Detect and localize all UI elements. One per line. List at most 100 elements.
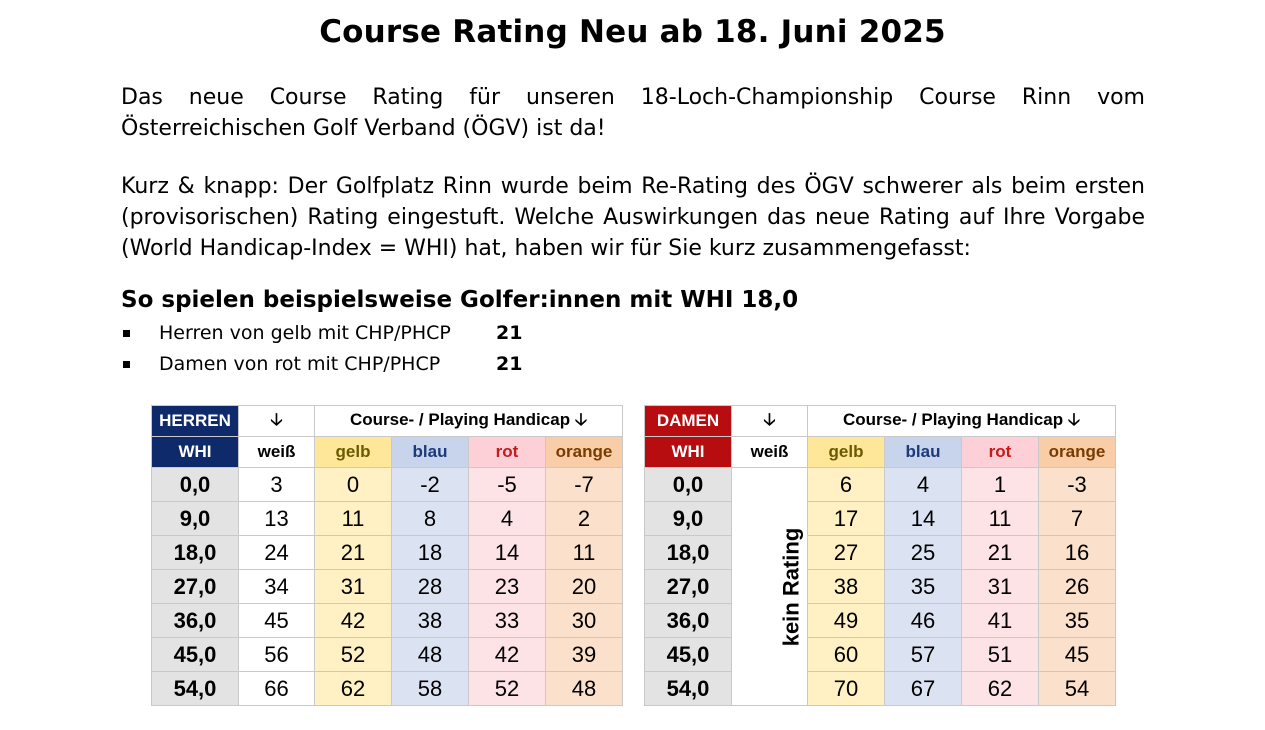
value-cell-orange: 2 xyxy=(545,501,623,536)
value-cell-rot: 14 xyxy=(468,535,546,570)
value-cell-rot: 52 xyxy=(468,671,546,706)
whi-cell: 36,0 xyxy=(644,603,732,638)
table-row: 0,0 kein Rating 6 4 1 -3 xyxy=(644,467,1116,706)
value-cell-weiss: 56 xyxy=(238,637,315,672)
table-row: 9,0 13 11 8 4 2 xyxy=(151,501,623,536)
value-cell-weiss: 13 xyxy=(238,501,315,536)
value-cell-blau: 28 xyxy=(391,569,469,604)
bullet-text: Herren von gelb mit CHP/PHCP xyxy=(159,322,451,344)
whi-cell: 36,0 xyxy=(151,603,239,638)
value-cell-rot: 33 xyxy=(468,603,546,638)
summary-paragraph: Kurz & knapp: Der Golfplatz Rinn wurde b… xyxy=(121,174,1145,261)
table-row: 45,0 60 57 51 45 xyxy=(644,637,1116,672)
herren-handicap-table: HERREN 🡣 Course- / Playing Handicap 🡣 WH… xyxy=(151,405,623,706)
value-cell-blau: 58 xyxy=(391,671,469,706)
value-cell-weiss: 24 xyxy=(238,535,315,570)
value-cell-blau: 4 xyxy=(884,467,962,502)
whi-cell: 0,0 xyxy=(151,467,239,502)
arrow-down-icon: 🡣 xyxy=(1067,409,1081,429)
value-cell-orange: 35 xyxy=(1038,603,1116,638)
value-cell-weiss: 45 xyxy=(238,603,315,638)
value-cell-gelb: 52 xyxy=(314,637,392,672)
value-cell-orange: 16 xyxy=(1038,535,1116,570)
damen-handicap-table: DAMEN 🡣 Course- / Playing Handicap 🡣 WHI… xyxy=(644,405,1116,706)
bullet-text: Damen von rot mit CHP/PHCP xyxy=(159,353,441,375)
table-row: 18,0 24 21 18 14 11 xyxy=(151,535,623,570)
tee-header-weiss: weiß xyxy=(731,436,808,468)
value-cell-orange: -7 xyxy=(545,467,623,502)
value-cell-gelb: 31 xyxy=(314,569,392,604)
whi-cell: 18,0 xyxy=(644,535,732,570)
value-cell-gelb: 11 xyxy=(314,501,392,536)
value-cell-rot: 11 xyxy=(961,501,1039,536)
whi-cell: 45,0 xyxy=(644,637,732,672)
value-cell-orange: -3 xyxy=(1038,467,1116,502)
handicap-header: Course- / Playing Handicap 🡣 xyxy=(807,405,1116,437)
value-cell-blau: 67 xyxy=(884,671,962,706)
value-cell-orange: 54 xyxy=(1038,671,1116,706)
intro-paragraph: Das neue Course Rating für unseren 18-Lo… xyxy=(121,82,1145,144)
handicap-header: Course- / Playing Handicap 🡣 xyxy=(314,405,623,437)
value-cell-gelb: 21 xyxy=(314,535,392,570)
whi-header: WHI xyxy=(151,436,239,468)
value-cell-gelb: 42 xyxy=(314,603,392,638)
value-cell-rot: 41 xyxy=(961,603,1039,638)
whi-cell: 27,0 xyxy=(151,569,239,604)
tee-header-gelb: gelb xyxy=(807,436,885,468)
tee-header-orange: orange xyxy=(1038,436,1116,468)
whi-cell: 9,0 xyxy=(644,501,732,536)
value-cell-weiss: 3 xyxy=(238,467,315,502)
value-cell-gelb: 60 xyxy=(807,637,885,672)
value-cell-blau: 14 xyxy=(884,501,962,536)
tee-header-weiss: weiß xyxy=(238,436,315,468)
value-cell-gelb: 38 xyxy=(807,569,885,604)
value-cell-rot: 4 xyxy=(468,501,546,536)
value-cell-blau: 38 xyxy=(391,603,469,638)
tee-header-orange: orange xyxy=(545,436,623,468)
value-cell-rot: 42 xyxy=(468,637,546,672)
table-row: 45,0 56 52 48 42 39 xyxy=(151,637,623,672)
tee-header-rot: rot xyxy=(961,436,1039,468)
value-cell-rot: 23 xyxy=(468,569,546,604)
tee-header-rot: rot xyxy=(468,436,546,468)
damen-label: DAMEN xyxy=(644,405,732,437)
value-cell-rot: 1 xyxy=(961,467,1039,502)
value-cell-gelb: 17 xyxy=(807,501,885,536)
tee-header-blau: blau xyxy=(884,436,962,468)
value-cell-orange: 45 xyxy=(1038,637,1116,672)
arrow-down-icon: 🡣 xyxy=(238,405,315,437)
herren-label: HERREN xyxy=(151,405,239,437)
whi-cell: 18,0 xyxy=(151,535,239,570)
whi-cell: 9,0 xyxy=(151,501,239,536)
value-cell-blau: 48 xyxy=(391,637,469,672)
arrow-down-icon: 🡣 xyxy=(574,409,588,429)
bullet-value: 21 xyxy=(496,353,523,375)
value-cell-blau: 25 xyxy=(884,535,962,570)
intro-line-1: Das neue Course Rating für unseren 18-Lo… xyxy=(121,85,1145,110)
value-cell-gelb: 62 xyxy=(314,671,392,706)
value-cell-gelb: 6 xyxy=(807,467,885,502)
handicap-header-text: Course- / Playing Handicap xyxy=(349,409,571,429)
value-cell-gelb: 0 xyxy=(314,467,392,502)
value-cell-rot: 51 xyxy=(961,637,1039,672)
tee-header-blau: blau xyxy=(391,436,469,468)
whi-cell: 0,0 xyxy=(644,467,732,502)
value-cell-rot: 62 xyxy=(961,671,1039,706)
table-row: 36,0 49 46 41 35 xyxy=(644,603,1116,638)
value-cell-rot: 21 xyxy=(961,535,1039,570)
value-cell-gelb: 27 xyxy=(807,535,885,570)
table-row: 54,0 70 67 62 54 xyxy=(644,671,1116,706)
value-cell-blau: 35 xyxy=(884,569,962,604)
page-title: Course Rating Neu ab 18. Juni 2025 xyxy=(319,14,946,50)
bullet-square-icon xyxy=(123,330,130,337)
value-cell-orange: 11 xyxy=(545,535,623,570)
value-cell-orange: 20 xyxy=(545,569,623,604)
arrow-down-icon: 🡣 xyxy=(731,405,808,437)
table-row: 27,0 38 35 31 26 xyxy=(644,569,1116,604)
value-cell-orange: 30 xyxy=(545,603,623,638)
value-cell-gelb: 49 xyxy=(807,603,885,638)
value-cell-orange: 26 xyxy=(1038,569,1116,604)
whi-cell: 54,0 xyxy=(151,671,239,706)
value-cell-rot: -5 xyxy=(468,467,546,502)
example-heading: So spielen beispielsweise Golfer:innen m… xyxy=(121,287,799,313)
